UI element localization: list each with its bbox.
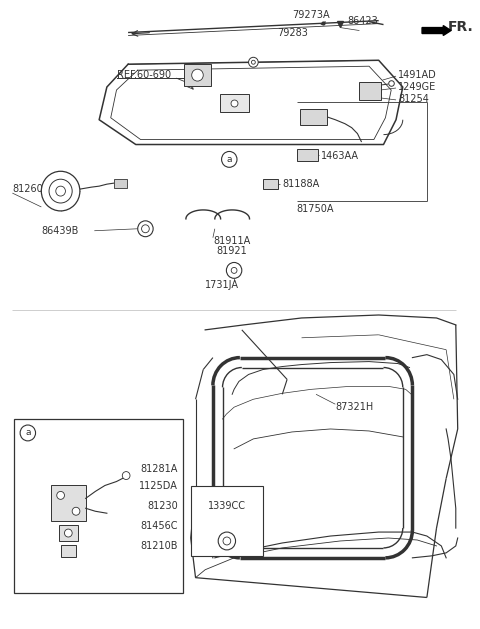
Text: 81188A: 81188A [282, 179, 320, 189]
Text: 81281A: 81281A [141, 464, 178, 474]
Circle shape [249, 57, 258, 67]
Bar [300, 109, 326, 125]
Bar [220, 94, 249, 112]
Text: 86439B: 86439B [41, 226, 79, 236]
FancyArrow shape [422, 26, 451, 35]
Circle shape [192, 69, 203, 81]
Text: 79273A: 79273A [292, 9, 330, 19]
Bar [263, 179, 278, 189]
Circle shape [57, 491, 64, 499]
Circle shape [49, 179, 72, 203]
Text: 81210B: 81210B [141, 541, 178, 551]
Text: 1125DA: 1125DA [139, 481, 178, 491]
Text: 81921: 81921 [217, 245, 248, 255]
Bar [60, 545, 76, 557]
Text: REF.60-690: REF.60-690 [117, 70, 170, 80]
Text: 1249GE: 1249GE [398, 82, 436, 92]
Text: a: a [227, 155, 232, 164]
Circle shape [218, 532, 236, 550]
Circle shape [72, 507, 80, 515]
Text: 81230: 81230 [147, 501, 178, 511]
Text: FR.: FR. [448, 19, 474, 33]
Circle shape [227, 262, 242, 278]
Circle shape [20, 425, 36, 441]
Text: 81254: 81254 [398, 94, 429, 104]
Bar [14, 419, 183, 593]
Text: 81911A: 81911A [213, 236, 250, 246]
Text: 1463AA: 1463AA [321, 152, 359, 162]
Bar [114, 179, 127, 188]
Text: 81750A: 81750A [297, 204, 334, 214]
Text: 81456C: 81456C [141, 521, 178, 531]
Circle shape [223, 537, 231, 545]
Bar [360, 82, 381, 100]
Text: 81260B: 81260B [12, 184, 50, 194]
Text: 86423: 86423 [348, 16, 379, 26]
Circle shape [56, 186, 65, 196]
Bar [297, 150, 318, 162]
Bar [51, 486, 85, 521]
Bar [191, 486, 263, 556]
Circle shape [231, 267, 237, 274]
Text: 1491AD: 1491AD [398, 70, 437, 80]
Text: 87321H: 87321H [336, 402, 373, 412]
Circle shape [122, 472, 130, 479]
Text: a: a [25, 428, 31, 437]
Bar [59, 525, 78, 541]
Circle shape [222, 152, 237, 167]
Circle shape [142, 225, 149, 233]
Circle shape [252, 60, 255, 64]
Circle shape [138, 221, 153, 237]
Bar [184, 64, 211, 86]
Text: 1731JA: 1731JA [205, 281, 239, 290]
Circle shape [41, 171, 80, 211]
Text: 79283: 79283 [277, 28, 308, 38]
Text: 1339CC: 1339CC [208, 501, 246, 511]
Circle shape [64, 529, 72, 537]
